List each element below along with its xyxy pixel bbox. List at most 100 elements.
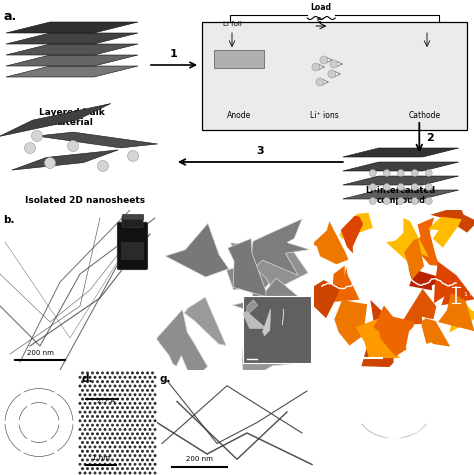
Circle shape	[101, 415, 104, 418]
Polygon shape	[228, 238, 266, 297]
Circle shape	[111, 389, 114, 392]
Circle shape	[148, 437, 152, 440]
Circle shape	[423, 384, 435, 396]
Circle shape	[124, 446, 127, 448]
Circle shape	[128, 446, 131, 448]
Circle shape	[81, 371, 84, 374]
Circle shape	[106, 406, 109, 409]
Circle shape	[144, 428, 146, 431]
Circle shape	[27, 403, 31, 408]
Circle shape	[154, 428, 156, 431]
Circle shape	[124, 472, 127, 475]
Circle shape	[134, 410, 137, 414]
Polygon shape	[6, 55, 138, 66]
Circle shape	[111, 398, 114, 400]
Circle shape	[148, 454, 152, 457]
Text: 2.7 A: 2.7 A	[97, 399, 115, 404]
Circle shape	[101, 398, 104, 400]
Circle shape	[126, 441, 129, 444]
Circle shape	[116, 398, 119, 400]
Circle shape	[83, 419, 86, 422]
Circle shape	[131, 398, 134, 400]
Polygon shape	[243, 311, 266, 328]
Circle shape	[461, 429, 474, 451]
Circle shape	[3, 421, 7, 424]
Polygon shape	[6, 33, 138, 44]
Circle shape	[86, 432, 89, 436]
Bar	[243, 296, 311, 363]
Circle shape	[106, 432, 109, 436]
Circle shape	[106, 424, 109, 427]
Circle shape	[31, 131, 43, 142]
Circle shape	[386, 372, 412, 398]
Circle shape	[116, 389, 119, 392]
Circle shape	[138, 446, 142, 448]
Circle shape	[103, 428, 107, 431]
Circle shape	[98, 161, 109, 171]
Text: Cathode: Cathode	[409, 111, 441, 120]
Circle shape	[411, 183, 418, 190]
Circle shape	[358, 438, 366, 446]
Circle shape	[93, 437, 97, 440]
Circle shape	[343, 409, 355, 421]
Circle shape	[121, 458, 124, 461]
Circle shape	[67, 141, 79, 152]
Circle shape	[467, 435, 474, 445]
Circle shape	[409, 425, 435, 451]
Circle shape	[86, 380, 89, 383]
Circle shape	[369, 198, 376, 205]
Polygon shape	[184, 297, 226, 345]
Circle shape	[401, 448, 408, 456]
Text: e⁻: e⁻	[317, 15, 326, 24]
Circle shape	[20, 391, 24, 395]
Circle shape	[93, 402, 97, 405]
Circle shape	[148, 419, 152, 422]
Circle shape	[464, 410, 474, 420]
Circle shape	[128, 437, 131, 440]
Circle shape	[79, 463, 82, 466]
Polygon shape	[334, 300, 367, 346]
Circle shape	[444, 420, 460, 436]
Circle shape	[138, 402, 142, 405]
Circle shape	[121, 389, 124, 392]
Circle shape	[144, 410, 146, 414]
Circle shape	[116, 380, 119, 383]
Circle shape	[81, 467, 84, 470]
Polygon shape	[232, 278, 300, 331]
Circle shape	[118, 419, 121, 422]
Circle shape	[101, 380, 104, 383]
Circle shape	[421, 445, 447, 471]
Circle shape	[124, 410, 127, 414]
Polygon shape	[339, 213, 373, 239]
Circle shape	[89, 472, 91, 475]
Circle shape	[89, 402, 91, 405]
Circle shape	[151, 441, 154, 444]
Circle shape	[134, 454, 137, 457]
Circle shape	[99, 402, 101, 405]
Circle shape	[79, 410, 82, 414]
Circle shape	[154, 393, 156, 396]
Circle shape	[113, 428, 117, 431]
Circle shape	[425, 198, 432, 205]
Circle shape	[134, 419, 137, 422]
Circle shape	[456, 376, 467, 388]
Circle shape	[136, 432, 139, 436]
Text: 1 nm: 1 nm	[464, 292, 474, 297]
Circle shape	[118, 376, 121, 379]
Circle shape	[326, 432, 342, 448]
Circle shape	[79, 384, 82, 388]
Circle shape	[93, 410, 97, 414]
Circle shape	[116, 424, 119, 427]
Circle shape	[83, 376, 86, 379]
Circle shape	[141, 432, 144, 436]
Circle shape	[116, 406, 119, 409]
Circle shape	[54, 450, 58, 454]
Circle shape	[126, 432, 129, 436]
Bar	[122, 214, 143, 218]
Circle shape	[451, 371, 473, 393]
Polygon shape	[428, 217, 462, 247]
Polygon shape	[438, 293, 474, 331]
Circle shape	[397, 198, 404, 205]
Text: Li foil: Li foil	[223, 21, 241, 27]
Circle shape	[113, 393, 117, 396]
